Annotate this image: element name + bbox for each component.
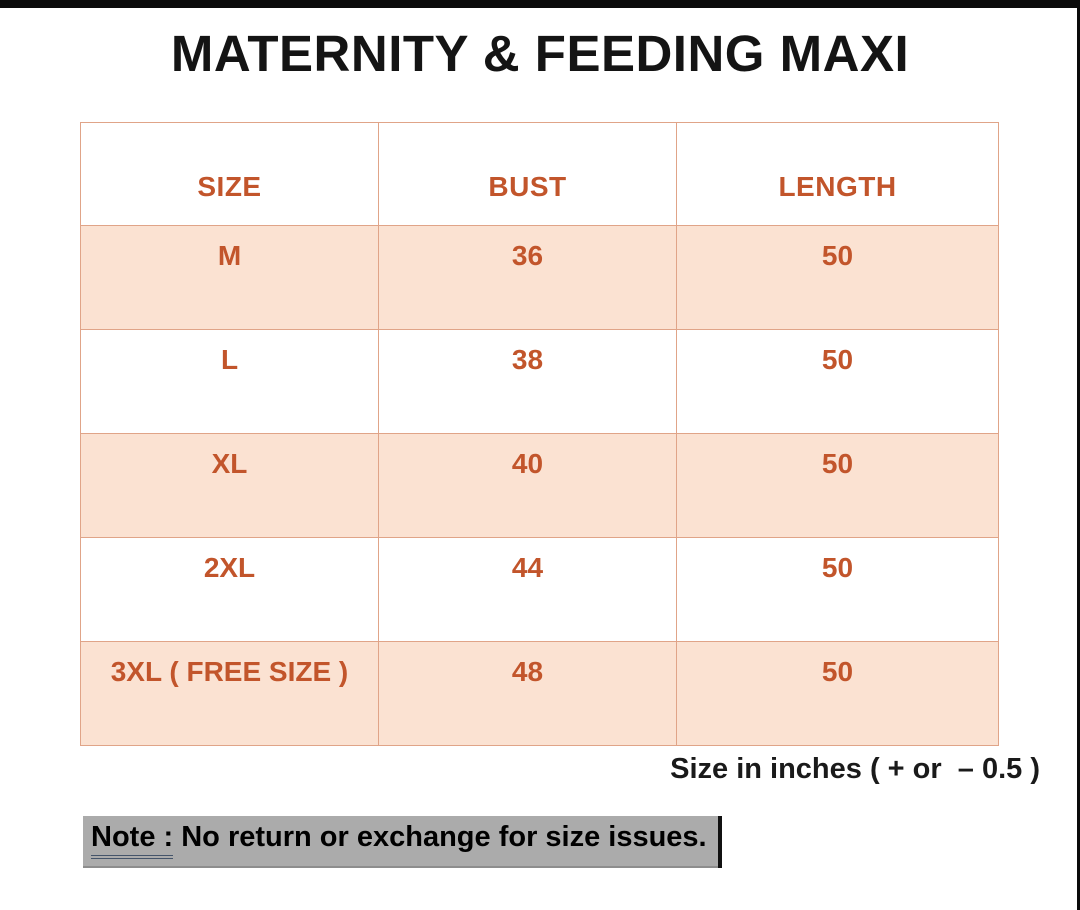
cell-length: 50 <box>676 225 999 330</box>
cell-bust: 38 <box>378 329 677 434</box>
cell-size: XL <box>80 433 379 538</box>
table-header-row: SIZE BUST LENGTH <box>80 122 999 226</box>
page-title: MATERNITY & FEEDING MAXI <box>170 25 910 82</box>
units-footnote: Size in inches ( + or – 0.5 ) <box>670 753 1040 785</box>
table-row: L 38 50 <box>80 329 999 434</box>
column-header-bust: BUST <box>378 122 677 226</box>
cell-length: 50 <box>676 641 999 746</box>
cell-bust: 36 <box>378 225 677 330</box>
table-row: 2XL 44 50 <box>80 537 999 642</box>
table-row: 3XL ( FREE SIZE ) 48 50 <box>80 641 999 746</box>
cell-size: L <box>80 329 379 434</box>
cell-bust: 40 <box>378 433 677 538</box>
column-header-length: LENGTH <box>676 122 999 226</box>
size-chart-table: SIZE BUST LENGTH M 36 50 L 38 50 XL 40 5… <box>80 122 999 746</box>
cell-bust: 48 <box>378 641 677 746</box>
text-cursor <box>717 816 722 868</box>
cell-length: 50 <box>676 537 999 642</box>
top-edge-bar <box>0 0 1080 8</box>
cell-length: 50 <box>676 329 999 434</box>
column-header-size: SIZE <box>80 122 379 226</box>
right-edge-bar <box>1077 0 1080 910</box>
note-highlight-box: Note : No return or exchange for size is… <box>83 816 722 868</box>
cell-length: 50 <box>676 433 999 538</box>
note-label: Note : <box>91 821 174 859</box>
cell-size: M <box>80 225 379 330</box>
table-row: M 36 50 <box>80 225 999 330</box>
cell-size: 2XL <box>80 537 379 642</box>
cell-bust: 44 <box>378 537 677 642</box>
table-row: XL 40 50 <box>80 433 999 538</box>
note-text: No return or exchange for size issues. <box>181 821 707 853</box>
cell-size: 3XL ( FREE SIZE ) <box>80 641 379 746</box>
